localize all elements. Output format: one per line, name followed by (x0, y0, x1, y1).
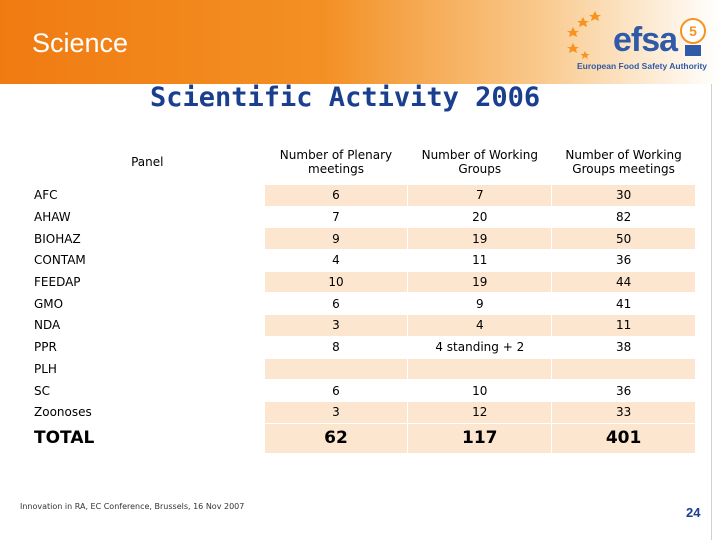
total-wg-meetings: 401 (551, 422, 696, 454)
cell-wg: 7 (407, 184, 553, 207)
table-row: FEEDAP 10 19 44 (30, 270, 696, 294)
cell-panel: FEEDAP (30, 270, 265, 294)
cell-wg: 19 (407, 227, 553, 251)
section-title: Science (32, 28, 129, 58)
cell-wg: 4 standing + 2 (407, 335, 553, 359)
cell-wg-meetings (551, 357, 696, 381)
cell-panel: SC (30, 379, 265, 402)
header-plenary: Number of Plenary meetings (263, 138, 409, 185)
table-row: Zoonoses 3 12 33 (30, 400, 696, 424)
cell-wg-meetings: 50 (551, 227, 696, 251)
table-row: SC 6 10 36 (30, 379, 696, 402)
cell-plenary: 3 (263, 314, 409, 337)
footer-text: Innovation in RA, EC Conference, Brussel… (20, 502, 245, 511)
cell-panel: CONTAM (30, 249, 265, 272)
cell-wg-meetings: 82 (551, 205, 696, 229)
cell-wg-meetings: 44 (551, 270, 696, 294)
cell-plenary: 4 (263, 249, 409, 272)
cell-plenary: 3 (263, 400, 409, 424)
cell-panel: AFC (30, 184, 265, 207)
total-plenary: 62 (263, 422, 409, 454)
cell-plenary: 7 (263, 205, 409, 229)
cell-wg: 4 (407, 314, 553, 337)
efsa-logo: 5 efsa European Food Safety Authority (565, 5, 715, 79)
cell-plenary: 6 (263, 184, 409, 207)
table-row: BIOHAZ 9 19 50 (30, 227, 696, 251)
cell-wg: 11 (407, 249, 553, 272)
page-number: 24 (686, 505, 701, 520)
cell-wg-meetings: 11 (551, 314, 696, 337)
cell-panel: NDA (30, 314, 265, 337)
table-row: CONTAM 4 11 36 (30, 249, 696, 272)
cell-wg (407, 357, 553, 381)
table-row: NDA 3 4 11 (30, 314, 696, 337)
cell-wg-meetings: 36 (551, 379, 696, 402)
cell-wg-meetings: 36 (551, 249, 696, 272)
table-row: PPR 8 4 standing + 2 38 (30, 335, 696, 359)
header-wg-meetings: Number of Working Groups meetings (551, 138, 696, 185)
cell-wg-meetings: 38 (551, 335, 696, 359)
cell-wg-meetings: 33 (551, 400, 696, 424)
table-row: AFC 6 7 30 (30, 184, 696, 207)
cell-wg-meetings: 30 (551, 184, 696, 207)
logo-subtitle: European Food Safety Authority (576, 61, 708, 71)
logo-badge: 5 (689, 23, 697, 39)
cell-plenary (263, 357, 409, 381)
table-row: GMO 6 9 41 (30, 292, 696, 316)
cell-panel: GMO (30, 292, 265, 316)
header-working-groups: Number of Working Groups (407, 138, 553, 185)
cell-plenary: 6 (263, 379, 409, 402)
cell-wg: 20 (407, 205, 553, 229)
cell-plenary: 10 (263, 270, 409, 294)
header-panel: Panel (30, 138, 265, 185)
cell-plenary: 8 (263, 335, 409, 359)
cell-wg: 19 (407, 270, 553, 294)
cell-panel: PLH (30, 357, 265, 381)
total-row: TOTAL 62 117 401 (30, 422, 696, 454)
table-header-row: Panel Number of Plenary meetings Number … (30, 138, 696, 185)
cell-wg: 12 (407, 400, 553, 424)
logo-word: efsa (613, 21, 678, 59)
cell-wg-meetings: 41 (551, 292, 696, 316)
header-banner: Science (0, 0, 720, 84)
slide-title: Scientific Activity 2006 (150, 82, 541, 113)
cell-plenary: 6 (263, 292, 409, 316)
cell-panel: BIOHAZ (30, 227, 265, 251)
total-label: TOTAL (30, 422, 265, 454)
activity-table: Panel Number of Plenary meetings Number … (30, 138, 696, 454)
cell-panel: Zoonoses (30, 400, 265, 424)
slide-border (711, 84, 712, 540)
table-row: PLH (30, 357, 696, 381)
cell-panel: AHAW (30, 205, 265, 229)
cell-panel: PPR (30, 335, 265, 359)
cell-wg: 10 (407, 379, 553, 402)
cell-wg: 9 (407, 292, 553, 316)
total-wg: 117 (407, 422, 553, 454)
logo-stars-icon: 5 (567, 11, 706, 59)
cell-plenary: 9 (263, 227, 409, 251)
table-row: AHAW 7 20 82 (30, 205, 696, 229)
